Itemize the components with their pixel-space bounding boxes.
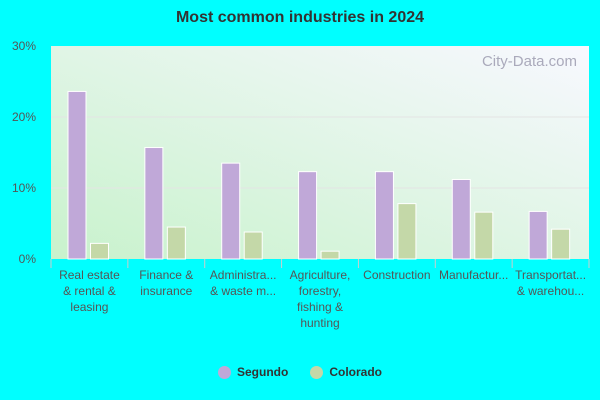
- x-tick-label: Manufactur...: [439, 268, 508, 282]
- bar-colorado: [551, 228, 571, 260]
- watermark: City-Data.com: [482, 53, 577, 70]
- bar-segundo: [298, 171, 318, 260]
- y-tick-label: 0%: [19, 252, 37, 266]
- y-tick-label: 10%: [12, 181, 36, 195]
- chart-title: Most common industries in 2024: [175, 9, 425, 26]
- bar-colorado: [474, 211, 494, 260]
- legend-swatch: [310, 365, 324, 379]
- x-tick-label: Finance & insurance: [139, 268, 193, 298]
- x-tick-label: Agriculture, forestry, fishing & hunting: [290, 268, 351, 330]
- plot-area: [51, 46, 589, 259]
- bar-segundo: [144, 147, 164, 260]
- bar-colorado: [166, 226, 186, 260]
- x-tick-label: Administra... & waste m...: [210, 268, 277, 298]
- x-tick-label: Construction: [363, 268, 430, 282]
- bar-colorado: [320, 250, 340, 260]
- legend-item: Colorado: [310, 365, 382, 379]
- legend-label: Segundo: [237, 365, 289, 379]
- y-tick-label: 20%: [12, 110, 36, 124]
- bar-colorado: [243, 231, 263, 260]
- bar-segundo: [374, 171, 394, 260]
- bar-segundo: [67, 90, 87, 260]
- bar-segundo: [451, 178, 471, 260]
- legend-swatch: [218, 365, 231, 379]
- legend-label: Colorado: [329, 365, 382, 379]
- bar-segundo: [528, 210, 548, 260]
- x-tick-label: Transportat... & warehou...: [515, 268, 586, 298]
- legend: Segundo Colorado: [0, 365, 600, 379]
- bar-colorado: [90, 242, 109, 260]
- bar-segundo: [221, 162, 241, 260]
- bar-colorado: [397, 203, 417, 260]
- y-tick-label: 30%: [12, 39, 36, 53]
- legend-item: Segundo: [218, 365, 288, 379]
- x-tick-label: Real estate & rental & leasing: [59, 268, 120, 314]
